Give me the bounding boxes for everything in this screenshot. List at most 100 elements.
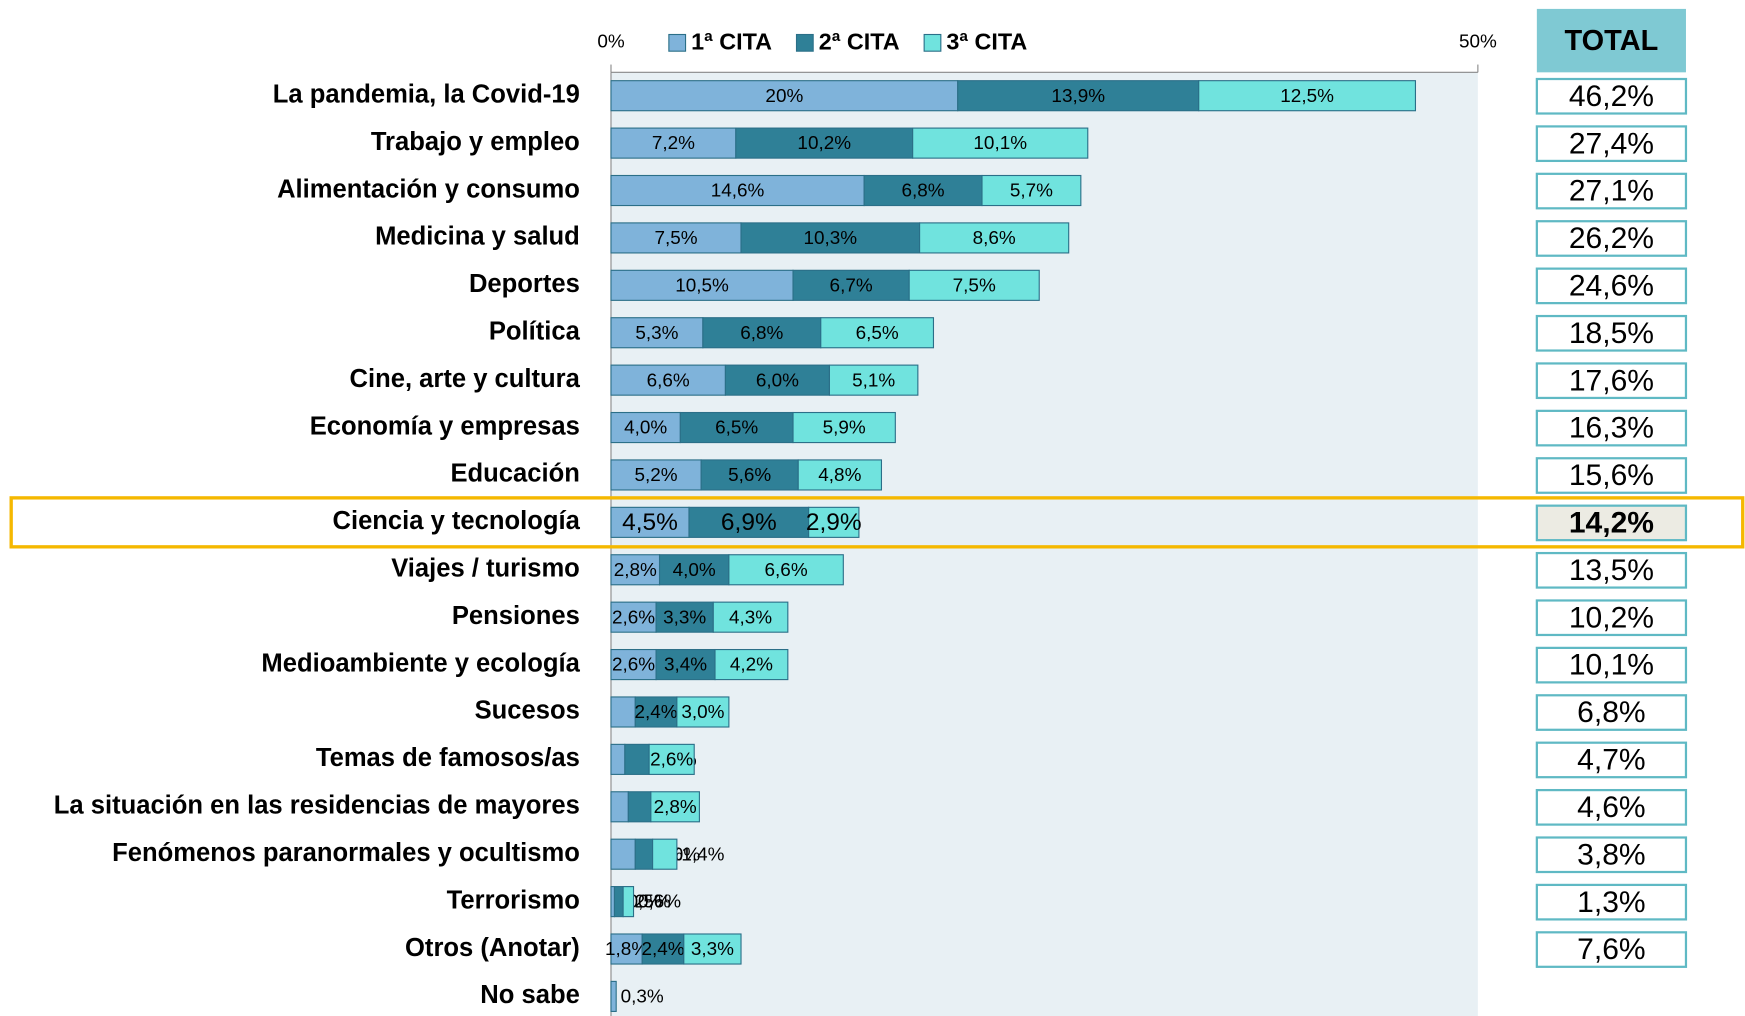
bar-segment xyxy=(908,269,1040,301)
data-label: 4,5% xyxy=(622,509,678,536)
total-box xyxy=(1535,836,1688,874)
x-tick-label: 0% xyxy=(597,31,625,52)
total-label: 4,6% xyxy=(1577,791,1645,824)
bar-segment xyxy=(610,80,959,112)
bar-segment xyxy=(613,886,624,918)
data-label: 2,6% xyxy=(612,655,655,676)
category-label: No sabe xyxy=(480,981,580,1009)
data-label: 4,2% xyxy=(730,655,773,676)
data-label: 6,7% xyxy=(830,275,873,296)
legend-swatch xyxy=(795,33,814,52)
bar-segment xyxy=(610,411,681,444)
data-label: 5,6% xyxy=(728,465,771,486)
total-label: 13,5% xyxy=(1569,554,1654,587)
bar-segment xyxy=(700,459,799,491)
bar-segment xyxy=(610,127,737,159)
data-label: 4,8% xyxy=(818,465,861,486)
category-label: Sucesos xyxy=(475,697,580,725)
bar-segment xyxy=(610,696,636,728)
total-label: 18,5% xyxy=(1569,317,1654,350)
category-label: Ciencia y tecnología xyxy=(333,507,581,535)
total-box xyxy=(1535,172,1688,210)
data-label: 3,0% xyxy=(681,702,724,723)
total-label: 15,6% xyxy=(1569,459,1654,492)
bar-segment xyxy=(919,222,1070,254)
data-label: 8,6% xyxy=(973,228,1016,249)
data-label: 10,1% xyxy=(973,133,1027,154)
total-box xyxy=(1535,741,1688,779)
bar-segment xyxy=(610,459,702,491)
bar-segment xyxy=(648,743,695,775)
bar-segment xyxy=(820,317,935,349)
total-box xyxy=(1535,646,1688,684)
total-label: 10,1% xyxy=(1569,649,1654,682)
legend-label: 2ª CITA xyxy=(819,29,900,55)
bar-segment xyxy=(610,743,626,775)
data-label: 6,8% xyxy=(902,181,945,202)
data-label: 0,3% xyxy=(621,987,664,1008)
bar-segment xyxy=(1198,80,1417,112)
bar-segment xyxy=(679,411,794,444)
plot-background xyxy=(610,72,1478,1016)
category-label: Medioambiente y ecología xyxy=(261,649,580,677)
bar-segment xyxy=(610,506,690,538)
bar-segment xyxy=(634,838,654,870)
data-label: 1,8% xyxy=(605,939,648,960)
category-label: Temas de famosos/as xyxy=(316,744,580,772)
total-box xyxy=(1535,267,1688,305)
total-label: 27,1% xyxy=(1569,175,1654,208)
bar-segment xyxy=(676,696,730,728)
bar-segment xyxy=(658,554,730,586)
data-label: 2,6% xyxy=(612,607,655,628)
total-box xyxy=(1535,551,1688,589)
data-label: 6,0% xyxy=(756,370,799,391)
data-label: 7,5% xyxy=(654,228,697,249)
bar-segment xyxy=(714,648,789,681)
total-header-box xyxy=(1536,8,1686,73)
legend-swatch xyxy=(668,33,687,52)
data-label: 2,8% xyxy=(654,797,697,818)
bar-segment xyxy=(688,506,810,538)
category-label: Trabajo y empleo xyxy=(371,128,580,156)
data-label: 20% xyxy=(765,86,803,107)
total-box xyxy=(1535,125,1688,163)
total-box xyxy=(1535,77,1688,115)
data-label: 6,6% xyxy=(647,370,690,391)
total-box xyxy=(1535,883,1688,921)
category-label: Economía y empresas xyxy=(310,412,580,440)
category-label: Terrorismo xyxy=(447,886,580,914)
data-label: 4,3% xyxy=(729,607,772,628)
total-label: 10,2% xyxy=(1569,601,1654,634)
data-label: 10,2% xyxy=(797,133,851,154)
bar-segment xyxy=(652,838,678,870)
category-label: Educación xyxy=(450,460,579,488)
total-label: 24,6% xyxy=(1569,269,1654,302)
bar-segment xyxy=(863,174,983,207)
bar-segment xyxy=(655,601,714,633)
bar-segment xyxy=(634,696,678,728)
total-box xyxy=(1535,362,1688,400)
data-label: 5,9% xyxy=(823,418,866,439)
bar-segment xyxy=(610,554,661,586)
data-label: 1,4% xyxy=(681,844,724,865)
category-label: Cine, arte y cultura xyxy=(350,365,581,393)
category-label: La situación en las residencias de mayor… xyxy=(54,792,580,820)
bar-segment xyxy=(728,554,844,586)
total-box xyxy=(1535,504,1688,542)
total-box xyxy=(1535,457,1688,494)
category-label: La pandemia, la Covid-19 xyxy=(273,80,580,108)
bar-segment xyxy=(712,601,789,633)
bar-segment xyxy=(610,791,629,823)
category-label: Medicina y salud xyxy=(375,223,580,251)
category-label: Viajes / turismo xyxy=(391,555,580,583)
data-label: 5,7% xyxy=(1010,181,1053,202)
bar-segment xyxy=(792,269,910,301)
bar-segment xyxy=(828,364,919,396)
data-label: 2,4% xyxy=(641,939,684,960)
bar-segment xyxy=(610,648,657,681)
total-label: 4,7% xyxy=(1577,744,1645,777)
bar-segment xyxy=(610,364,726,396)
data-label: 3,3% xyxy=(663,607,706,628)
total-label: 46,2% xyxy=(1569,80,1654,113)
